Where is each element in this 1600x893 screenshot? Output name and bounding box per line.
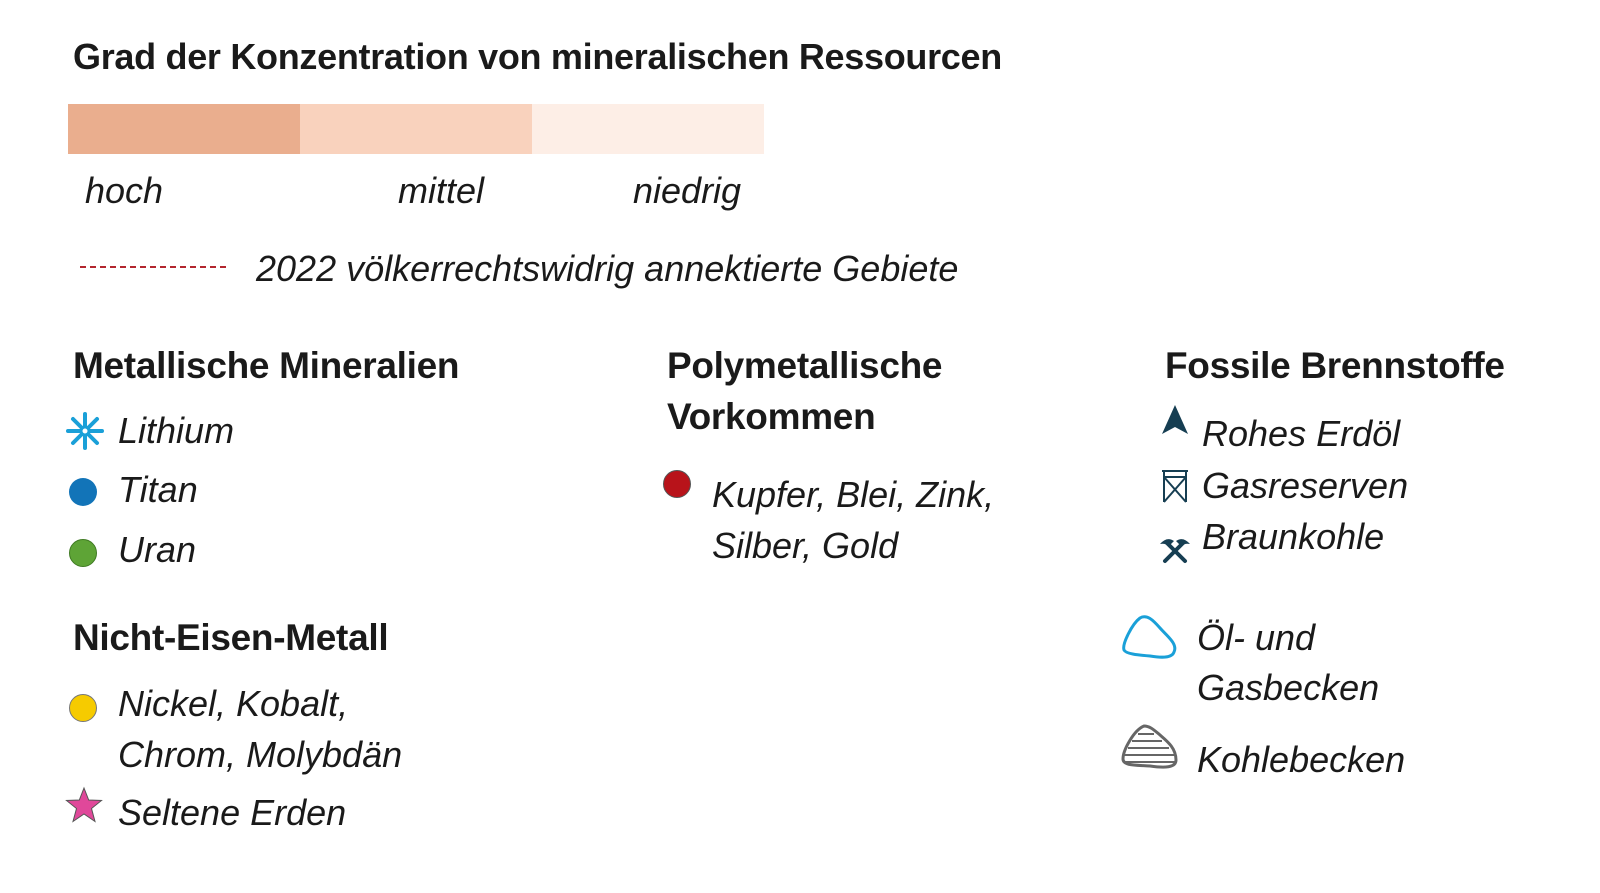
scale-label-low: niedrig xyxy=(633,170,742,211)
polymetallic-label-line1: Kupfer, Blei, Zink, xyxy=(712,474,995,515)
scale-swatch-low xyxy=(532,104,764,154)
seltene-erden-label: Seltene Erden xyxy=(118,792,347,833)
rohes-erdoel-label: Rohes Erdöl xyxy=(1202,413,1401,454)
polymetallic-heading-line2: Vorkommen xyxy=(667,396,876,437)
fossil-heading: Fossile Brennstoffe xyxy=(1165,345,1505,386)
nickel-circle-icon xyxy=(69,694,97,722)
polymetallic-heading-line1: Polymetallische xyxy=(667,345,943,386)
star-icon xyxy=(64,786,104,824)
polymetallic-circle-icon xyxy=(663,470,691,498)
annexed-dashed-line xyxy=(80,266,226,268)
braunkohle-label: Braunkohle xyxy=(1202,516,1385,557)
lithium-label: Lithium xyxy=(118,410,235,451)
asterisk-icon xyxy=(66,412,104,450)
uran-label: Uran xyxy=(118,529,197,570)
titan-circle-icon xyxy=(69,478,97,506)
annexed-label: 2022 völkerrechtswidrig annektierte Gebi… xyxy=(256,248,959,289)
oil-derrick-icon xyxy=(1160,404,1190,436)
gasreserven-label: Gasreserven xyxy=(1202,465,1409,506)
polymetallic-label-line2: Silber, Gold xyxy=(712,525,899,566)
kohlebecken-label: Kohlebecken xyxy=(1197,739,1406,780)
oil-gas-basin-icon xyxy=(1120,612,1182,662)
titan-label: Titan xyxy=(118,469,198,510)
gas-tower-icon xyxy=(1160,468,1190,504)
metallic-heading: Metallische Mineralien xyxy=(73,345,460,386)
oil-gas-basin-label-line1: Öl- und xyxy=(1197,617,1316,658)
nonferrous-heading: Nicht-Eisen-Metall xyxy=(73,617,389,658)
uran-circle-icon xyxy=(69,539,97,567)
hammer-pick-icon xyxy=(1158,534,1192,568)
nickel-label-line1: Nickel, Kobalt, xyxy=(118,683,349,724)
scale-label-medium: mittel xyxy=(398,170,485,211)
oil-gas-basin-label-line2: Gasbecken xyxy=(1197,667,1380,708)
legend-title: Grad der Konzentration von mineralischen… xyxy=(73,36,1002,77)
scale-swatch-high xyxy=(68,104,300,154)
scale-label-high: hoch xyxy=(85,170,164,211)
nickel-label-line2: Chrom, Molybdän xyxy=(118,734,403,775)
scale-swatch-medium xyxy=(300,104,532,154)
coal-basin-icon xyxy=(1120,722,1182,774)
